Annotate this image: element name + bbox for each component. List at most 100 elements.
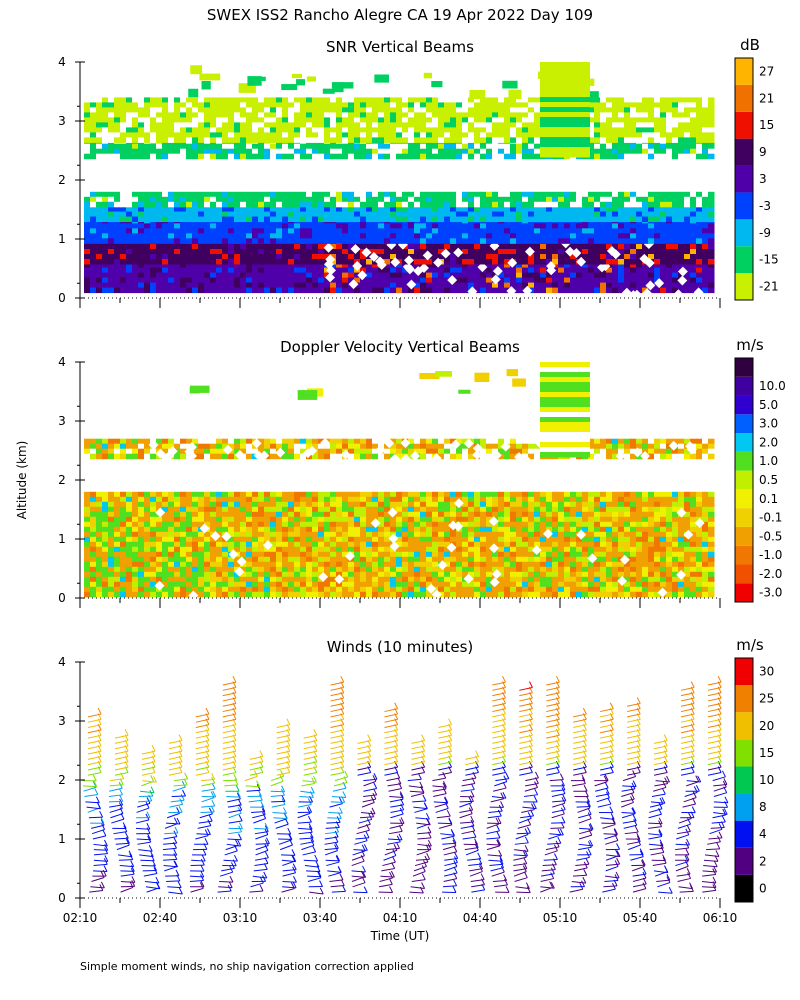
heat-cell xyxy=(702,201,709,208)
heat-cell xyxy=(312,551,319,558)
heat-cell xyxy=(168,102,175,108)
heat-cell xyxy=(162,591,169,598)
heat-cell xyxy=(300,282,307,289)
heat-cell xyxy=(180,254,187,260)
heat-cell xyxy=(138,233,145,239)
heat-cell xyxy=(516,277,523,284)
heat-cell xyxy=(216,254,223,260)
heat-cell xyxy=(360,117,367,123)
heat-cell xyxy=(246,206,253,213)
heat-cell xyxy=(480,148,487,155)
heat-cell xyxy=(96,201,103,208)
heat-cell xyxy=(468,191,475,198)
heat-cell xyxy=(384,107,391,113)
heat-cell xyxy=(318,581,325,588)
heat-cell xyxy=(396,107,403,113)
heat-cell xyxy=(450,223,457,229)
heat-cell xyxy=(408,112,415,118)
heat-cell xyxy=(216,127,223,133)
heat-cell xyxy=(384,491,391,498)
heat-cell xyxy=(258,511,265,518)
heat-cell xyxy=(210,536,217,543)
heat-cell xyxy=(336,132,343,138)
heat-cell xyxy=(354,132,361,138)
heat-cell xyxy=(366,581,373,588)
heat-cell xyxy=(312,501,319,508)
heat-cell xyxy=(174,282,181,289)
heat-cell xyxy=(162,249,169,255)
heat-cell xyxy=(258,191,265,198)
heat-cell xyxy=(378,541,385,548)
heat-cell xyxy=(114,148,121,155)
heat-cell xyxy=(234,107,241,113)
heat-cell xyxy=(414,259,421,265)
heat-cell xyxy=(90,262,97,269)
heat-cell xyxy=(516,107,523,113)
heat-cell xyxy=(474,287,481,294)
heat-cell xyxy=(402,531,409,538)
heat-cell xyxy=(240,506,247,513)
heat-cell xyxy=(450,267,457,274)
heat-cell xyxy=(318,201,325,208)
heat-cell xyxy=(648,196,655,203)
heat-cell xyxy=(234,501,241,508)
heat-cell xyxy=(366,262,373,269)
heat-cell xyxy=(180,97,187,103)
heat-cell xyxy=(174,233,181,239)
heat-cell xyxy=(300,267,307,274)
heat-cell xyxy=(180,521,187,528)
heat-cell xyxy=(648,191,655,198)
heat-cell xyxy=(90,551,97,558)
heat-cell xyxy=(444,153,451,160)
heat-cell xyxy=(84,107,91,113)
heat-cell xyxy=(408,506,415,513)
heat-cell xyxy=(624,216,631,223)
heat-cell xyxy=(252,201,259,208)
heat-cell xyxy=(144,571,151,578)
heat-cell xyxy=(204,521,211,528)
heat-cell xyxy=(276,526,283,533)
heat-cell xyxy=(702,127,709,133)
heat-cell xyxy=(132,262,139,269)
heat-cell xyxy=(522,137,529,143)
heat-cell xyxy=(108,206,115,213)
heat-cell xyxy=(492,206,499,213)
heat-cell xyxy=(306,282,313,289)
heat-cell xyxy=(384,536,391,543)
heat-cell xyxy=(438,117,445,123)
heat-cell xyxy=(702,287,709,294)
heat-cell xyxy=(474,262,481,269)
heat-cell xyxy=(558,254,565,260)
heat-cell xyxy=(114,97,121,103)
heat-cell xyxy=(282,233,289,239)
heat-cell xyxy=(378,143,385,150)
heat-cell xyxy=(150,511,157,518)
heat-cell xyxy=(420,228,427,234)
panel-content xyxy=(84,62,715,301)
heat-cell xyxy=(204,153,211,160)
heat-cell xyxy=(288,244,295,250)
heat-cell xyxy=(390,591,397,598)
heat-cell xyxy=(468,196,475,203)
heat-cell xyxy=(276,501,283,508)
heat-cell xyxy=(228,137,235,143)
heat-cell xyxy=(372,272,379,279)
heat-cell xyxy=(318,122,325,128)
heat-cell xyxy=(582,272,589,279)
heat-cell xyxy=(174,216,181,223)
heat-cell xyxy=(426,249,433,255)
heat-cell xyxy=(324,536,331,543)
heat-cell xyxy=(516,143,523,150)
heat-cell xyxy=(132,506,139,513)
heat-cell xyxy=(360,238,367,244)
heat-cell xyxy=(258,556,265,563)
heat-cell xyxy=(114,206,121,213)
heat-cell xyxy=(648,249,655,255)
heat-cell xyxy=(492,143,499,150)
heat-cell xyxy=(690,238,697,244)
heat-cell xyxy=(264,521,271,528)
heat-cell xyxy=(390,107,397,113)
heat-cell xyxy=(102,233,109,239)
heat-cell xyxy=(462,196,469,203)
heat-cell xyxy=(354,143,361,150)
